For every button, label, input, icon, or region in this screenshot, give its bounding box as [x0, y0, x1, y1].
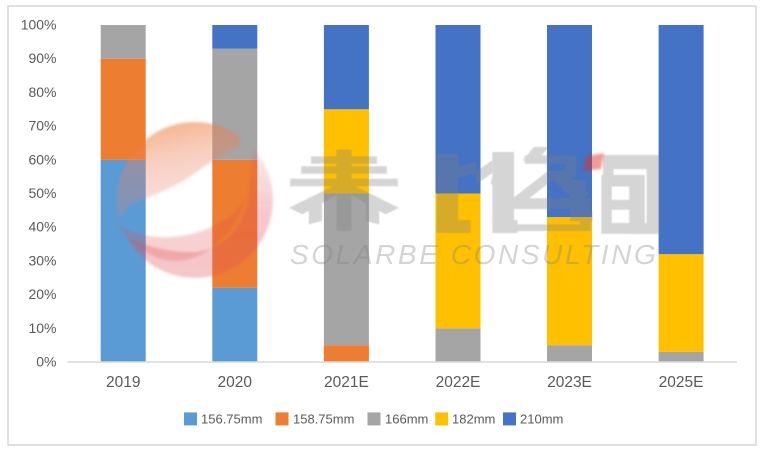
svg-text:2022E: 2022E	[436, 374, 481, 391]
svg-text:156.75mm: 156.75mm	[201, 411, 262, 426]
svg-text:10%: 10%	[28, 320, 56, 336]
svg-text:210mm: 210mm	[520, 411, 563, 426]
svg-text:182mm: 182mm	[452, 411, 495, 426]
svg-text:100%: 100%	[21, 17, 57, 33]
svg-text:158.75mm: 158.75mm	[293, 411, 354, 426]
svg-text:2020: 2020	[218, 374, 253, 391]
svg-text:20%: 20%	[28, 286, 56, 302]
svg-text:60%: 60%	[28, 151, 56, 167]
svg-text:90%: 90%	[28, 50, 56, 66]
svg-text:50%: 50%	[28, 185, 56, 201]
svg-text:70%: 70%	[28, 118, 56, 134]
svg-text:40%: 40%	[28, 219, 56, 235]
svg-text:2019: 2019	[106, 374, 140, 391]
svg-text:SOLARBE CONSULTING: SOLARBE CONSULTING	[290, 239, 658, 270]
svg-text:2021E: 2021E	[324, 374, 369, 391]
svg-text:2025E: 2025E	[659, 374, 704, 391]
svg-text:80%: 80%	[28, 84, 56, 100]
svg-text:2023E: 2023E	[547, 374, 592, 391]
svg-text:30%: 30%	[28, 252, 56, 268]
svg-text:0%: 0%	[36, 354, 56, 370]
svg-text:166mm: 166mm	[385, 411, 428, 426]
